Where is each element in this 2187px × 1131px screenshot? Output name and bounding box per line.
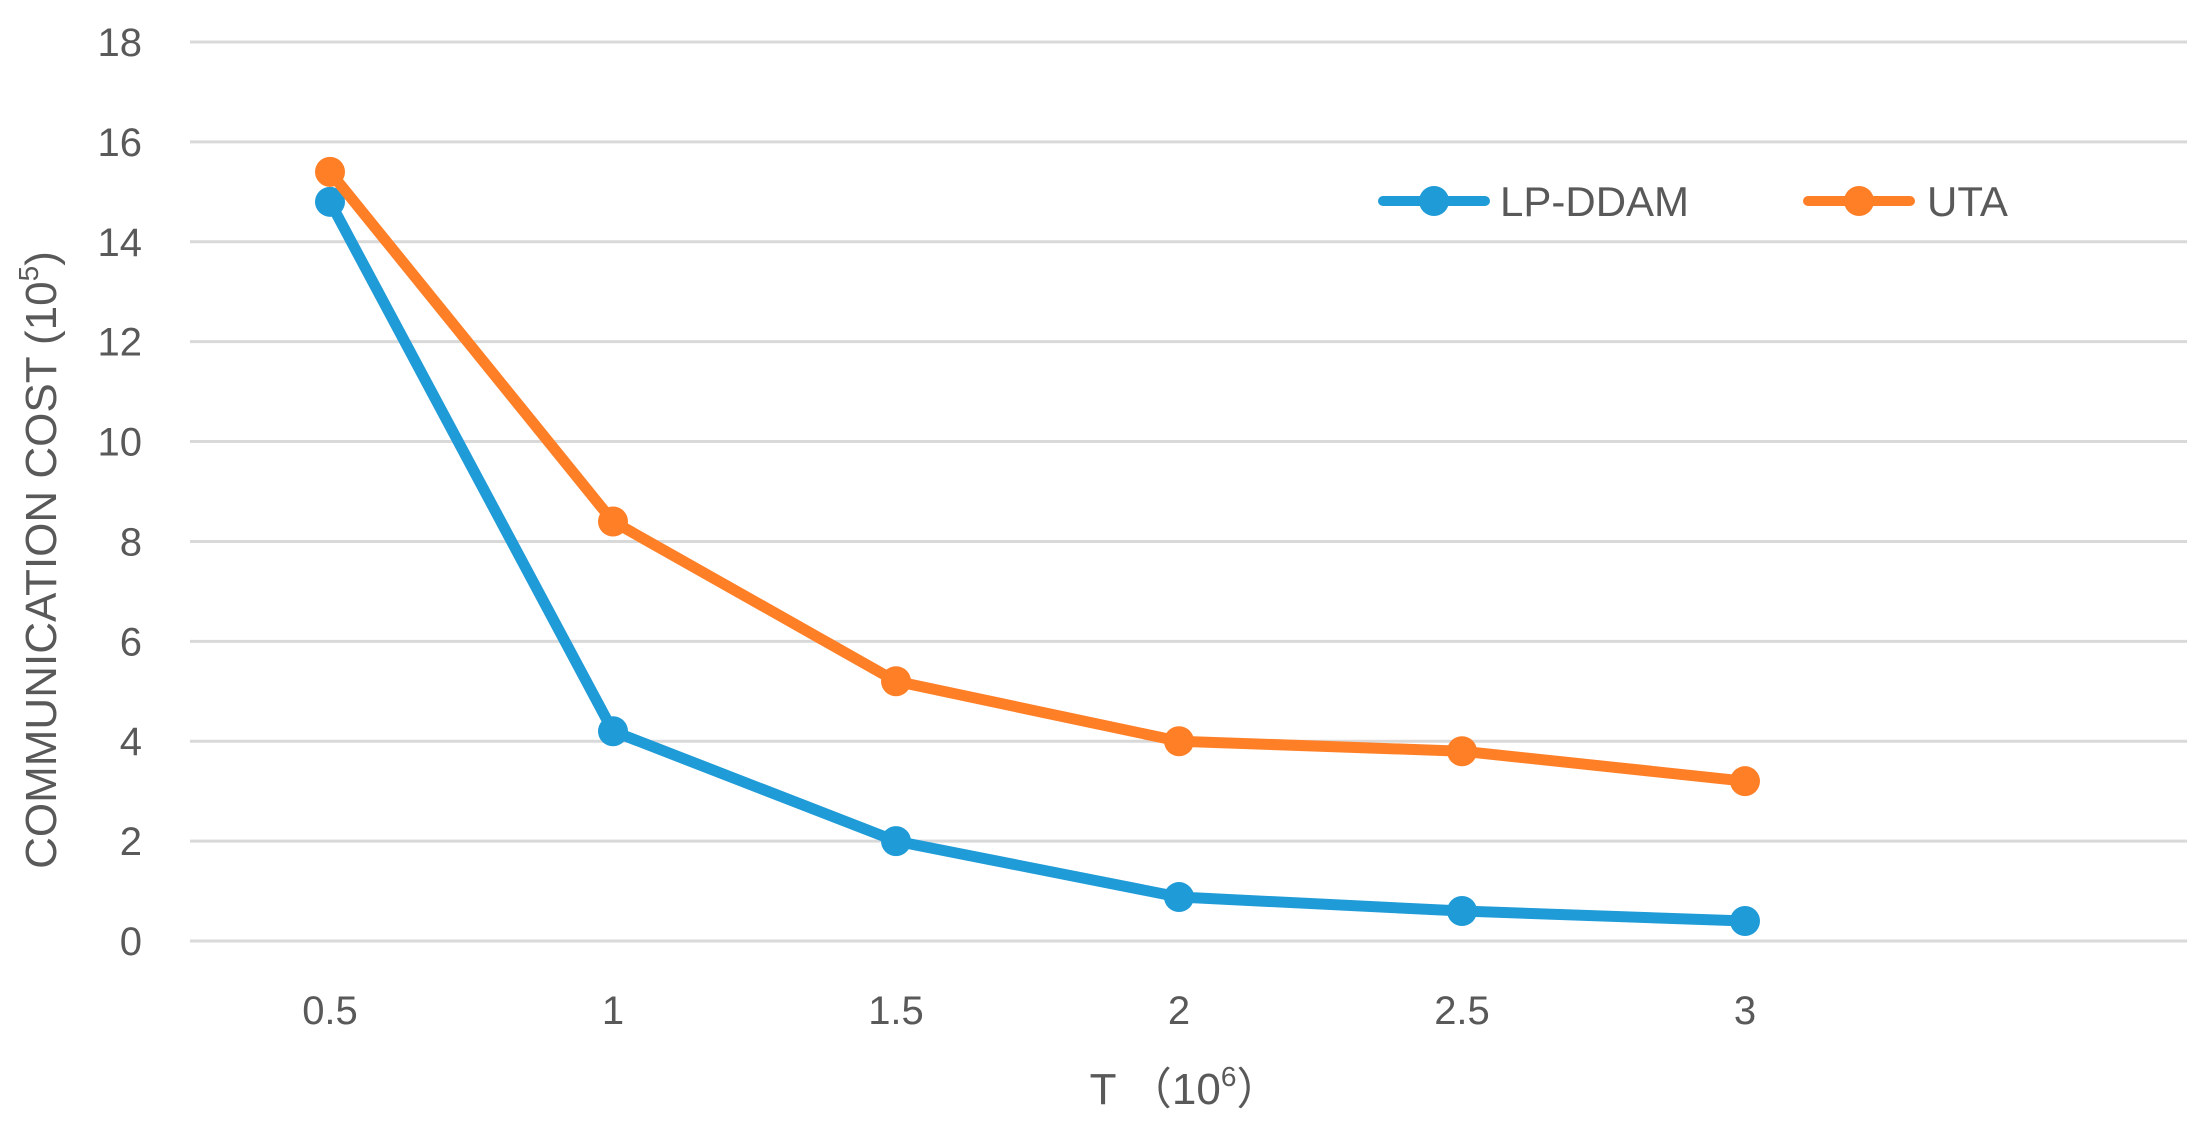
x-axis-title-exponent: 6	[1221, 1061, 1237, 1092]
x-axis-title-close: ）	[1236, 1065, 1280, 1114]
data-point-lp-ddam-0.5	[315, 186, 345, 217]
y-tick-label-16: 16	[98, 121, 143, 165]
y-tick-label-18: 18	[98, 21, 143, 65]
x-tick-label-1.5: 1.5	[868, 989, 924, 1033]
legend-item-uta: UTA	[1803, 178, 2008, 225]
legend-item-lp-ddam: LP-DDAM	[1378, 178, 1689, 225]
x-tick-label-2: 2	[1168, 989, 1190, 1033]
x-axis-ticks: 0.5 1 1.5 2 2.5 3	[302, 989, 1756, 1033]
data-point-uta-1	[598, 506, 628, 537]
series-line-uta	[324, 166, 1751, 787]
y-tick-label-12: 12	[98, 321, 143, 365]
data-point-lp-ddam-2.5	[1447, 896, 1477, 927]
y-tick-label-8: 8	[120, 520, 142, 564]
data-point-lp-ddam-2	[1164, 882, 1194, 913]
x-tick-label-0.5: 0.5	[302, 989, 358, 1033]
x-axis-title: T （106）	[1090, 1061, 1281, 1114]
y-axis-title-base: 10	[17, 281, 66, 330]
gridlines	[190, 40, 2187, 943]
y-axis-title-close: )	[17, 251, 66, 266]
series-line-lp-ddam	[324, 196, 1751, 927]
y-axis-title: COMMUNICATION COST (105)	[13, 251, 66, 869]
legend-label-lp-ddam: LP-DDAM	[1500, 178, 1689, 225]
y-tick-label-10: 10	[98, 421, 143, 465]
y-tick-label-2: 2	[120, 820, 142, 864]
legend: LP-DDAM UTA	[1378, 178, 2008, 225]
x-axis-title-text: T （	[1090, 1065, 1172, 1114]
data-point-uta-3	[1730, 766, 1760, 797]
legend-marker-uta	[1844, 186, 1874, 216]
data-point-uta-1.5	[881, 666, 911, 697]
legend-marker-lp-ddam	[1419, 186, 1449, 216]
data-point-lp-ddam-3	[1730, 906, 1760, 937]
x-tick-label-2.5: 2.5	[1434, 989, 1490, 1033]
y-tick-label-0: 0	[120, 920, 142, 964]
data-point-uta-2	[1164, 726, 1194, 757]
data-point-uta-0.5	[315, 156, 345, 187]
data-point-uta-2.5	[1447, 736, 1477, 767]
y-axis-title-text: COMMUNICATION COST (	[17, 330, 66, 869]
data-point-lp-ddam-1.5	[881, 826, 911, 857]
y-axis-ticks: 0 2 4 6 8 10 12 14 16 18	[98, 21, 143, 964]
x-axis-title-base: 10	[1172, 1065, 1221, 1114]
series-group	[315, 156, 1760, 937]
y-tick-label-6: 6	[120, 620, 142, 664]
y-tick-label-4: 4	[120, 720, 142, 764]
x-tick-label-3: 3	[1734, 989, 1756, 1033]
y-axis-title-exponent: 5	[13, 266, 44, 282]
x-tick-label-1: 1	[602, 989, 624, 1033]
y-tick-label-14: 14	[98, 221, 143, 265]
legend-label-uta: UTA	[1927, 178, 2008, 225]
data-point-lp-ddam-1	[598, 716, 628, 747]
